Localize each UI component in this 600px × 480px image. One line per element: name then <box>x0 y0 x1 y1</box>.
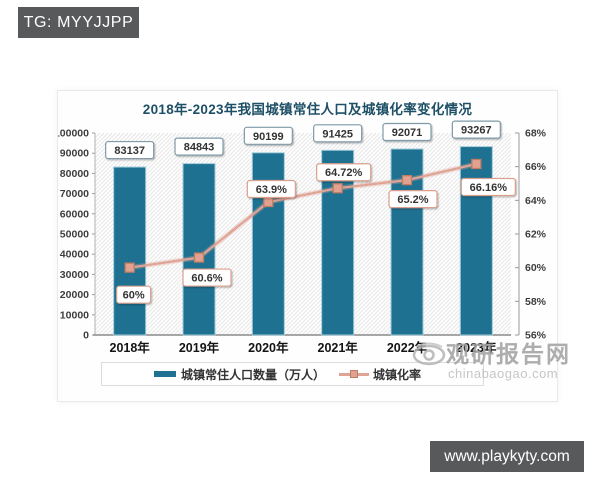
x-axis-label: 2022年 <box>387 340 428 355</box>
rate-value-label-box <box>246 179 296 199</box>
bar-value-label-box <box>174 137 224 156</box>
left-axis-tick-label: 70000 <box>60 188 89 200</box>
bar-value-label: 91425 <box>322 128 353 140</box>
rate-value-label-box <box>182 268 232 287</box>
bar-value-label: 84843 <box>184 142 215 154</box>
left-axis-tick-label: 40000 <box>60 249 89 261</box>
right-axis-tick-label: 66% <box>525 161 547 173</box>
bar-swatch-icon <box>154 371 176 377</box>
legend-label-rate: 城镇化率 <box>373 367 422 382</box>
rate-marker <box>471 158 482 170</box>
x-axis-label: 2023年 <box>456 340 497 355</box>
left-axis-tick-label: 0 <box>83 330 89 342</box>
population-bar <box>459 146 493 336</box>
population-bar <box>113 166 147 336</box>
bar-value-label: 90199 <box>253 131 284 143</box>
site-banner-text: www.playkyty.com <box>444 447 570 465</box>
telegram-banner: TG: MYYJJPP <box>18 7 139 38</box>
left-axis-tick-label: 80000 <box>60 168 89 180</box>
bar-value-label-box <box>243 126 293 145</box>
left-axis-tick-label: 10000 <box>60 309 89 321</box>
rate-value-label: 64.72% <box>325 167 363 179</box>
left-axis-tick-label: 20000 <box>60 289 89 301</box>
chart-legend: 城镇常住人口数量（万人） 城镇化率 <box>101 362 484 386</box>
rate-value-label-box <box>316 163 372 182</box>
chart-plot: 0 10000 20000 30000 40000 50000 60000 70000 8000… <box>58 120 547 355</box>
left-axis-tick-label: 90000 <box>60 148 89 160</box>
rate-marker <box>124 262 135 273</box>
x-axis-label: 2018年 <box>110 340 151 355</box>
rate-marker <box>263 196 274 208</box>
rate-value-label-box <box>460 177 516 197</box>
right-axis-tick-label: 62% <box>525 229 547 241</box>
line-marker-icon <box>339 369 370 378</box>
bar-value-label: 83137 <box>114 145 145 157</box>
bar-value-label-box <box>451 120 501 139</box>
rate-value-label-box <box>388 190 438 209</box>
legend-item-population: 城镇常住人口数量（万人） <box>154 366 325 383</box>
plot-background <box>95 133 511 335</box>
telegram-banner-text: TG: MYYJJPP <box>23 13 134 31</box>
right-axis-tick-label: 58% <box>525 296 547 308</box>
x-axis-label: 2021年 <box>318 340 359 355</box>
rate-marker <box>193 252 205 263</box>
bar-value-label-box <box>105 140 155 160</box>
right-axis-tick-label: 60% <box>525 262 547 274</box>
left-axis-tick-label: 100000 <box>58 128 89 140</box>
left-axis-tick-label: 50000 <box>60 229 89 241</box>
left-axis-tick-label: 60000 <box>60 208 89 220</box>
bar-value-label-box <box>313 124 363 143</box>
legend-item-rate: 城镇化率 <box>339 366 421 383</box>
x-axis-label: 2019年 <box>179 340 220 355</box>
bar-value-label: 93267 <box>461 125 492 137</box>
right-axis-tick-label: 68% <box>525 128 547 140</box>
right-axis-tick-label: 64% <box>525 195 547 207</box>
left-axis-tick-label: 30000 <box>60 269 89 281</box>
legend-label-population: 城镇常住人口数量（万人） <box>181 367 326 382</box>
bar-value-label-box <box>382 122 432 142</box>
site-banner: www.playkyty.com <box>430 441 584 472</box>
rate-value-label: 65.2% <box>397 194 428 206</box>
chart-panel: 2018年-2023年我国城镇常住人口及城镇化率变化情况 0 10000 20000… <box>57 90 558 402</box>
x-axis-label: 2020年 <box>248 340 289 355</box>
right-axis-tick-label: 56% <box>525 330 547 342</box>
bar-value-label: 92071 <box>392 127 423 139</box>
rate-marker <box>401 174 413 186</box>
rate-value-label: 60.6% <box>191 273 222 285</box>
rate-line <box>129 162 477 269</box>
rate-value-label-box <box>116 285 152 304</box>
rate-value-label: 60% <box>123 290 145 302</box>
rate-value-label: 63.9% <box>256 184 287 196</box>
chart-title: 2018年-2023年我国城镇常住人口及城镇化率变化情况 <box>142 102 473 117</box>
rate-value-label: 66.16% <box>470 182 508 194</box>
rate-marker <box>332 183 343 194</box>
